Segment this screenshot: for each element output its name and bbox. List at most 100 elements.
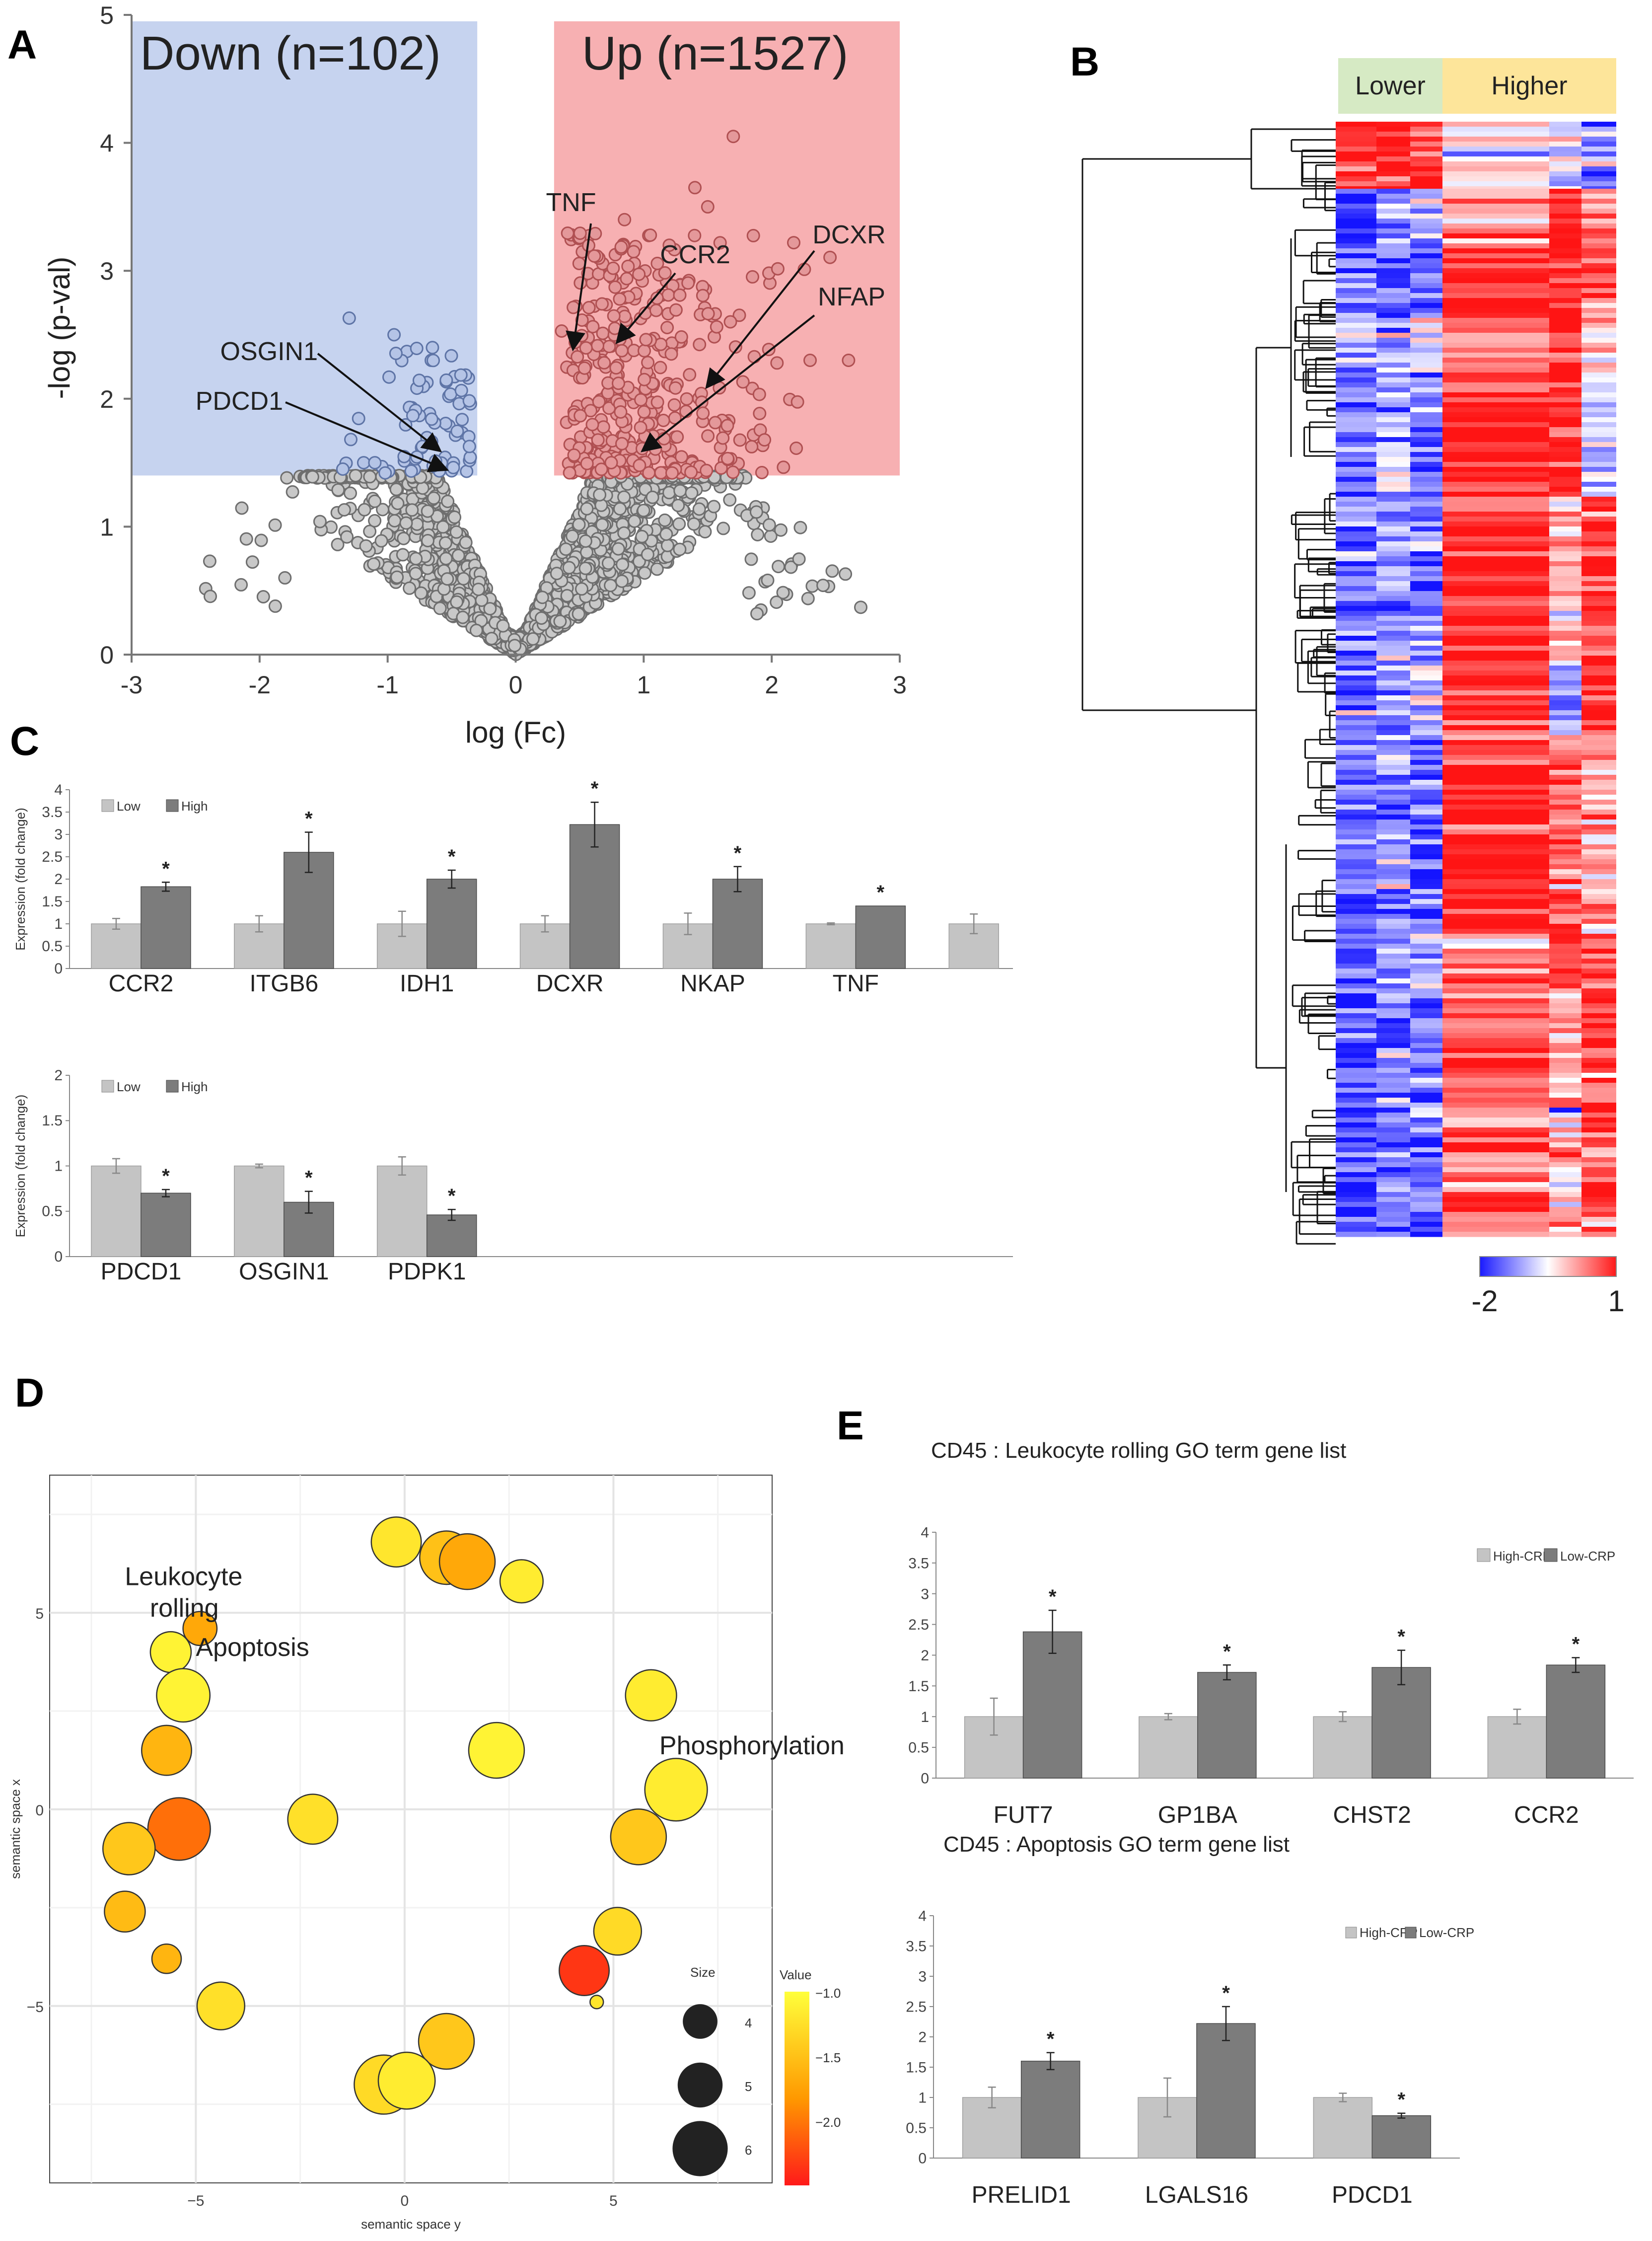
heatmap-cell [1376,243,1410,249]
heatmap-cell [1549,556,1581,562]
heatmap-cell [1410,745,1442,750]
volcano-point [567,448,581,462]
heatmap-cell [1581,1132,1616,1138]
heatmap-cell [1410,1192,1442,1197]
volcano-point [456,610,470,624]
heatmap-cell [1376,1147,1410,1153]
heatmap-cell [1442,368,1549,373]
heatmap-cell [1376,467,1410,472]
heatmap-cell [1410,492,1442,497]
heatmap-cell [1410,273,1442,279]
heatmap-cell [1376,313,1410,318]
heatmap-cell [1376,978,1410,984]
heatmap-cell [1336,293,1376,299]
heatmap-cell [1581,815,1616,820]
heatmap-cell [1410,914,1442,919]
heatmap-cell [1442,147,1549,152]
heatmap-cell [1581,1207,1616,1212]
heatmap-cell [1376,1202,1410,1207]
heatmap-cell [1581,1093,1616,1098]
heatmap-cell [1581,377,1616,383]
heatmap-cell [1376,1142,1410,1148]
heatmap-cell [1376,1217,1410,1222]
heatmap-cell [1376,591,1410,597]
heatmap-cell [1442,176,1549,182]
volcano-point [667,398,681,412]
heatmap-cell [1376,790,1410,795]
y-tick-label: −5 [27,1999,44,2016]
bar-high-crp [1313,2097,1373,2159]
heatmap-cell [1581,1157,1616,1163]
bar-high [426,1214,477,1257]
volcano-point [580,456,594,470]
heatmap-cell [1336,695,1376,701]
heatmap-cell [1410,889,1442,895]
heatmap-cell [1376,353,1410,358]
heatmap-cell [1549,392,1581,398]
heatmap-cell [1376,725,1410,731]
heatmap-cell [1581,541,1616,547]
heatmap-cell [1410,1167,1442,1173]
heatmap-cell [1336,1083,1376,1088]
heatmap-cell [1581,904,1616,909]
heatmap-cell [1581,1058,1616,1063]
heatmap-cell [1410,973,1442,979]
volcano-point [204,590,217,603]
heatmap-cell [1336,839,1376,845]
heatmap-cell [1442,1118,1549,1123]
heatmap-cell [1581,894,1616,899]
heatmap-cell [1549,487,1581,492]
heatmap-cell [1336,805,1376,810]
heatmap-cell [1442,969,1549,974]
heatmap-cell [1336,606,1376,611]
heatmap-cell [1336,323,1376,328]
heatmap-cell [1581,760,1616,765]
heatmap-cell [1581,636,1616,641]
heatmap-cell [1549,194,1581,199]
heatmap-cell [1410,417,1442,423]
heatmap-cell [1549,402,1581,408]
heatmap-cell [1336,181,1376,187]
heatmap-cell [1581,1063,1616,1068]
heatmap-cell [1410,288,1442,294]
heatmap-cell [1376,596,1410,601]
volcano-point [732,308,746,322]
heatmap-cell [1410,127,1442,132]
heatmap-cell [1442,949,1549,954]
heatmap-cell [1336,1043,1376,1048]
heatmap-cell [1549,829,1581,835]
y-tick-label: 1 [921,1709,929,1725]
heatmap-cell [1581,502,1616,507]
heatmap-cell [1581,641,1616,646]
heatmap-cell [1376,1093,1410,1098]
heatmap-cell [1549,171,1581,177]
heatmap-cell [1581,1122,1616,1128]
heatmap-cell [1549,457,1581,462]
y-tick-label: 3 [100,257,114,285]
heatmap-cell [1581,725,1616,731]
heatmap-cell [1442,556,1549,562]
heatmap-cell [1442,1043,1549,1048]
heatmap-cell [1336,243,1376,249]
heatmap-cell [1410,328,1442,333]
y-tick-label: 0 [35,1802,44,1819]
heatmap-cell [1336,1227,1376,1232]
heatmap-cell [1442,209,1549,214]
heatmap-cell [1581,338,1616,343]
heatmap-cell [1410,1182,1442,1188]
heatmap-cell [1376,127,1410,132]
x-tick-label: -2 [249,671,271,699]
volcano-point [440,572,454,586]
y-tick-label: 3.5 [42,804,63,821]
heatmap-cell [1336,397,1376,403]
heatmap-cell [1442,1038,1549,1044]
volcano-point [793,521,807,534]
heatmap-cell [1442,715,1549,721]
heatmap-cell [1410,482,1442,487]
heatmap-cell [1410,596,1442,601]
volcano-points [199,130,867,661]
heatmap-cell [1336,621,1376,626]
volcano-point [707,500,721,514]
heatmap-cell [1442,879,1549,885]
heatmap-cell [1336,755,1376,760]
